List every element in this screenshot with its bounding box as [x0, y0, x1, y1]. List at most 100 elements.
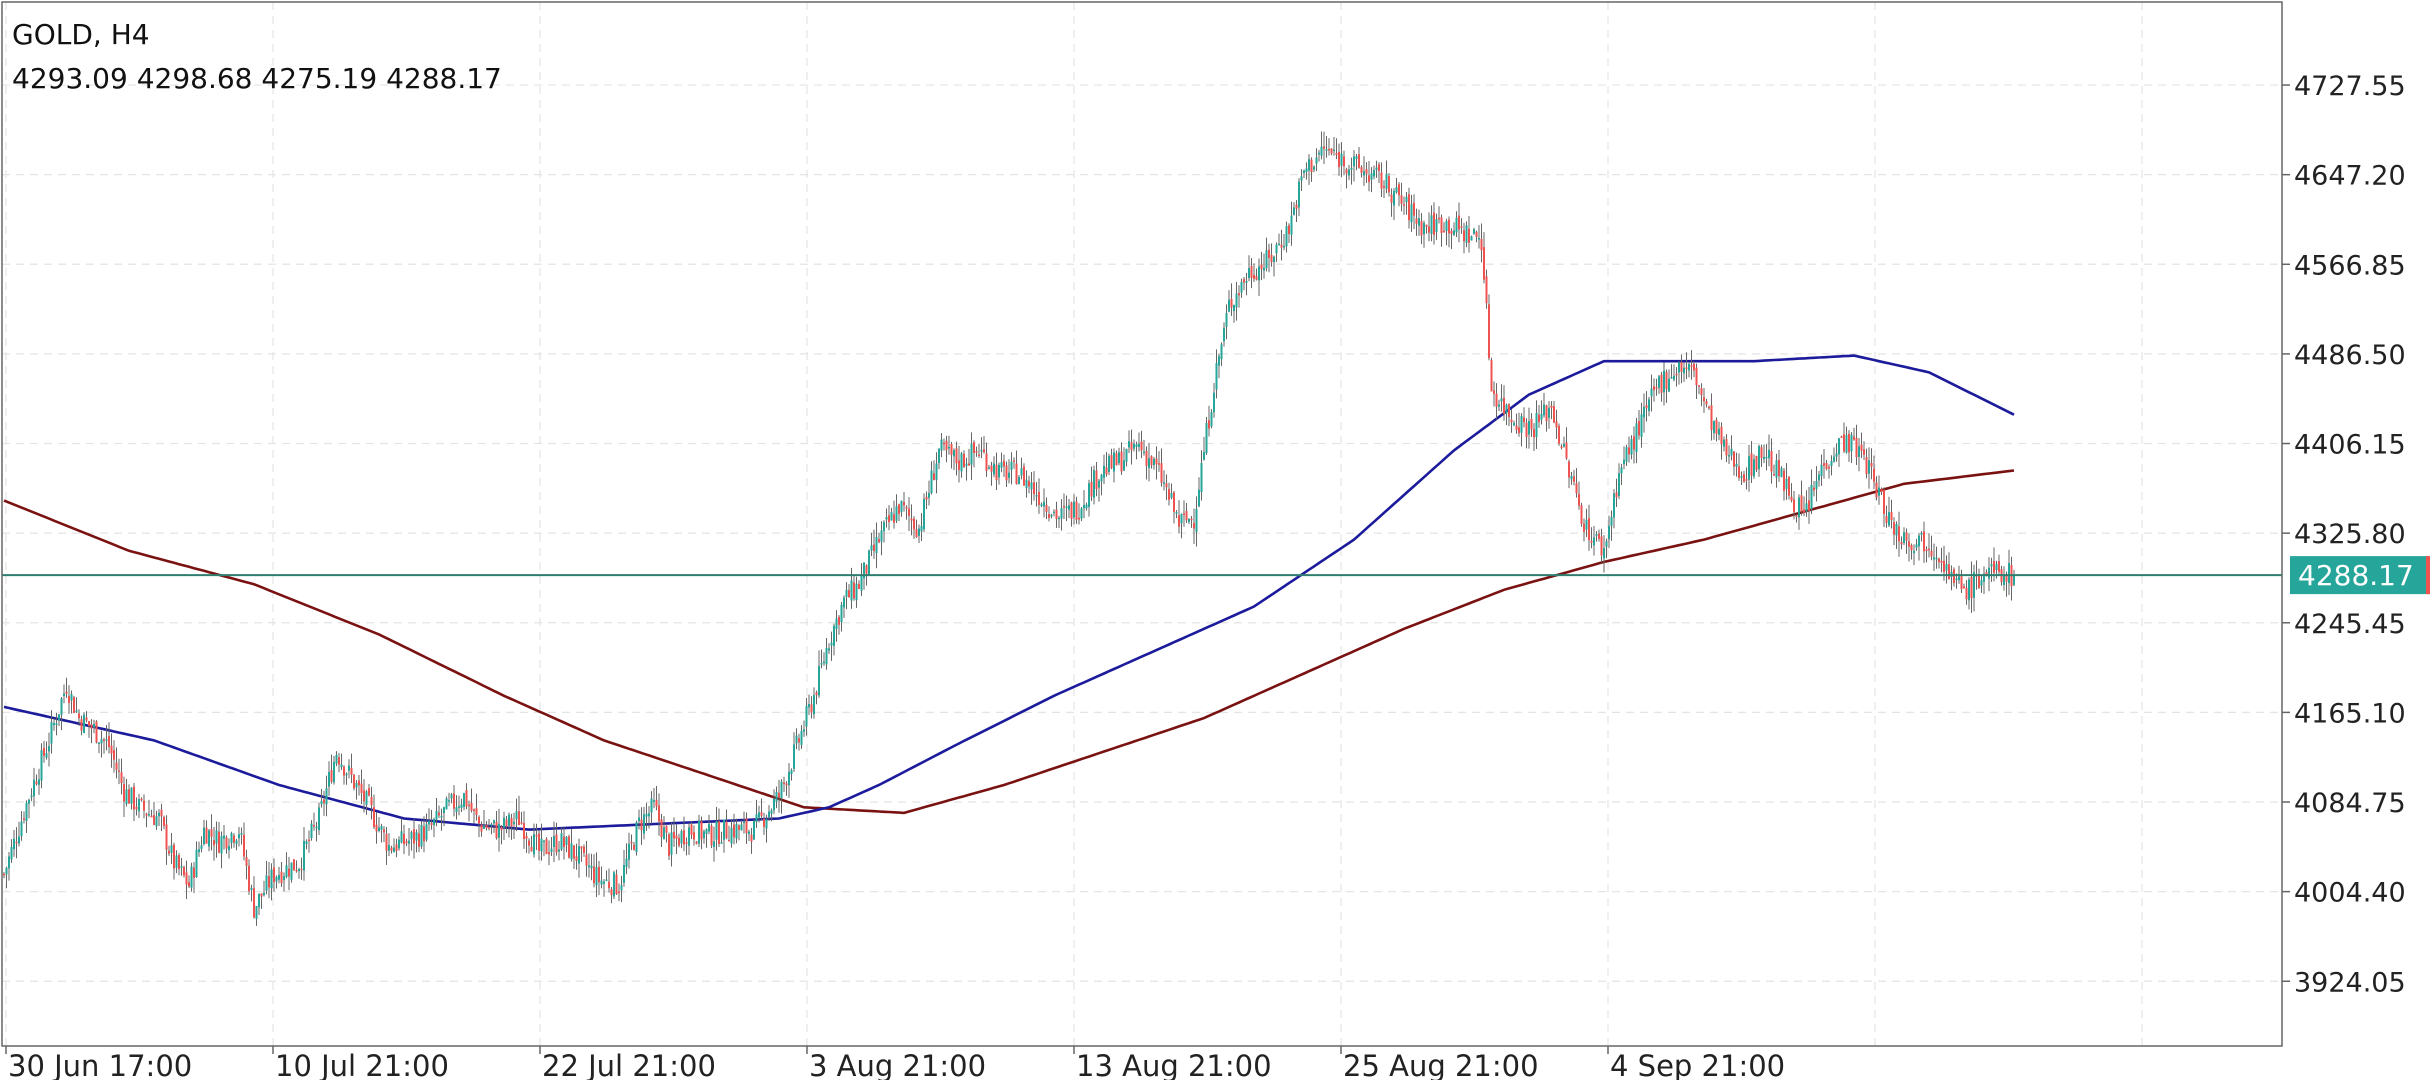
- candle-bull: [1945, 564, 1948, 571]
- candle-bear: [1183, 513, 1185, 515]
- candle-bear: [1998, 561, 2000, 572]
- x-tick-label: 25 Aug 21:00: [1343, 1049, 1539, 1080]
- candle-bull: [1650, 388, 1653, 397]
- candle-bear: [1260, 264, 1263, 270]
- candle-bull: [493, 820, 495, 824]
- candle-bear: [700, 821, 703, 840]
- candle-bull: [235, 840, 238, 844]
- candle-bull: [773, 798, 775, 811]
- candle-bull: [1528, 420, 1530, 435]
- candle-bear: [1390, 194, 1393, 203]
- candle-bull: [1845, 434, 1848, 453]
- candle-bull: [1118, 452, 1120, 464]
- candle-bear: [658, 805, 660, 822]
- candlesticks: [3, 131, 2015, 926]
- candle-bear: [23, 818, 25, 820]
- candle-bull: [1775, 460, 1778, 478]
- candle-bear: [538, 833, 540, 852]
- y-tick-label: 4004.40: [2294, 878, 2406, 909]
- candle-bull: [1838, 438, 1840, 455]
- candle-bull: [1585, 520, 1588, 530]
- candle-bear: [143, 800, 145, 811]
- candle-bull: [223, 835, 225, 839]
- candle-bear: [1590, 540, 1593, 543]
- candle-bull: [1100, 474, 1103, 482]
- candle-bull: [788, 771, 790, 786]
- candle-bear: [695, 841, 698, 844]
- candle-bull: [715, 821, 718, 840]
- candle-bull: [960, 453, 963, 472]
- candle-bull: [1920, 532, 1923, 535]
- candle-bull: [20, 821, 23, 837]
- candle-bear: [925, 496, 928, 500]
- candle-bear: [1110, 455, 1113, 469]
- candle-bear: [580, 846, 583, 849]
- candle-bull: [818, 665, 820, 696]
- candle-bear: [1120, 451, 1123, 472]
- candle-bull: [948, 446, 950, 449]
- candle-bear: [1675, 373, 1678, 376]
- candle-bear: [495, 821, 498, 838]
- candle-bull: [1473, 229, 1475, 234]
- candle-bull: [2003, 575, 2005, 585]
- candle-bull: [1175, 512, 1178, 514]
- candle-bear: [1343, 156, 1345, 167]
- candle-bull: [1180, 513, 1183, 524]
- candle-bear: [1150, 456, 1153, 466]
- candle-bull: [663, 827, 665, 840]
- candle-bull: [1240, 281, 1243, 293]
- candle-bull: [1780, 468, 1783, 477]
- candle-bear: [1155, 458, 1158, 465]
- candle-bear: [88, 721, 90, 727]
- candle-bull: [1918, 535, 1920, 547]
- candle-bull: [1818, 474, 1820, 481]
- candle-bull: [775, 792, 778, 802]
- candle-bull: [1548, 407, 1550, 418]
- candle-bull: [765, 818, 768, 829]
- candle-bull: [965, 463, 968, 466]
- candle-bear: [913, 518, 915, 530]
- candle-bear: [1790, 496, 1793, 501]
- candle-bull: [543, 840, 545, 843]
- candle-bear: [1893, 522, 1895, 535]
- candle-bull: [1758, 445, 1760, 470]
- candle-bear: [1055, 509, 1058, 519]
- candle-bull: [720, 842, 723, 844]
- candle-bull: [688, 827, 690, 846]
- candle-bull: [1245, 281, 1248, 283]
- candle-bear: [1038, 491, 1040, 505]
- candle-bull: [1373, 169, 1375, 177]
- candle-bear: [1843, 434, 1845, 452]
- candle-bull: [895, 506, 898, 521]
- candle-bull: [833, 625, 835, 646]
- candle-bear: [213, 840, 215, 846]
- candle-bull: [1980, 580, 1983, 586]
- candle-bear: [1438, 217, 1440, 220]
- candle-bear: [1488, 304, 1490, 359]
- candle-bull: [1098, 480, 1100, 488]
- candle-bull: [240, 833, 243, 835]
- candle-bear: [1443, 230, 1445, 233]
- candle-bear: [675, 835, 678, 839]
- candle-bear: [518, 811, 520, 826]
- y-tick-label: 4566.85: [2294, 250, 2406, 281]
- candle-bull: [195, 849, 198, 878]
- candle-bear: [300, 868, 303, 871]
- candle-bear: [1550, 405, 1553, 408]
- candle-bear: [1760, 447, 1763, 458]
- candle-bear: [363, 790, 365, 802]
- candle-bear: [1255, 276, 1258, 280]
- candle-bull: [1188, 518, 1190, 523]
- candle-bear: [1190, 518, 1193, 521]
- candle-bull: [1040, 504, 1043, 507]
- candle-bear: [128, 789, 130, 804]
- candle-bear: [510, 817, 513, 827]
- candle-bull: [1605, 541, 1608, 547]
- candle-bear: [1510, 419, 1513, 423]
- candle-bull: [335, 754, 338, 764]
- candle-bear: [1600, 536, 1603, 556]
- candle-bear: [505, 819, 508, 827]
- candle-bear: [133, 786, 135, 810]
